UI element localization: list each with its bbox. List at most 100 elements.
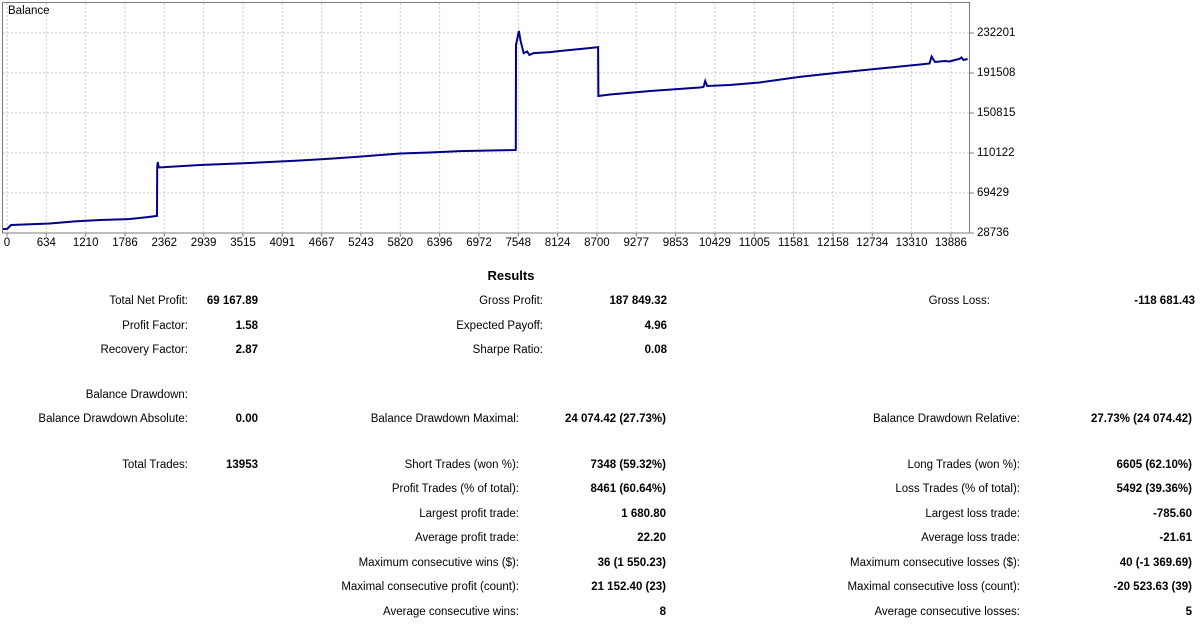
stat-row: Total Trades: 13953 Short Trades (won %): 7… xyxy=(0,453,1204,478)
stat-label: Profit Trades (% of total): xyxy=(391,483,519,496)
stat-row: Average profit trade: 22.20 Average loss t… xyxy=(0,526,1204,551)
stat-label: Balance Drawdown Maximal: xyxy=(370,413,519,426)
x-tick-label: 11005 xyxy=(738,237,770,249)
stat-value: 24 074.42 (27.73%) xyxy=(564,413,666,426)
y-tick-label: 69429 xyxy=(977,186,1009,199)
stat-row: Total Net Profit: 69 167.89 Gross Profit: 1… xyxy=(0,289,1204,314)
balance-chart: Balance 232201 191508 150815 110122 69429 287… xyxy=(0,0,1204,254)
stat-value: 69 167.89 xyxy=(206,295,258,308)
x-tick-label: 8124 xyxy=(544,237,571,249)
stat-value: -21.61 xyxy=(1159,532,1192,545)
row-gap xyxy=(0,363,1204,383)
stat-value: 13953 xyxy=(226,458,258,471)
stat-label: Largest profit trade: xyxy=(419,507,519,520)
stat-value: -118 681.43 xyxy=(1134,295,1195,308)
y-tick-label: 191508 xyxy=(977,66,1016,79)
stat-label: Gross Profit: xyxy=(479,295,543,308)
x-tick-label: 9277 xyxy=(623,237,650,249)
stat-label: Maximal consecutive loss (count): xyxy=(847,581,1020,594)
stat-label: Recovery Factor: xyxy=(100,344,188,357)
stat-row: Maximal consecutive profit (count): 21 15… xyxy=(0,575,1204,600)
x-tick-label: 13310 xyxy=(895,237,928,249)
stat-value: 2.87 xyxy=(235,344,258,357)
stat-value: 4.96 xyxy=(644,319,667,332)
y-tick-label: 110122 xyxy=(977,146,1015,159)
stat-row: Balance Drawdown: xyxy=(0,383,1204,408)
balance-chart-plot[interactable] xyxy=(0,0,1204,254)
stat-label: Largest loss trade: xyxy=(925,507,1020,520)
stat-row: Recovery Factor: 2.87 Sharpe Ratio: 0.08 xyxy=(0,338,1204,363)
x-tick-label: 1210 xyxy=(72,237,99,249)
stat-label: Balance Drawdown Relative: xyxy=(872,413,1020,426)
stat-label: Sharpe Ratio: xyxy=(472,344,543,357)
x-tick-label: 8700 xyxy=(584,237,610,249)
stat-value: 1.58 xyxy=(235,319,258,332)
stat-value: 187 849.32 xyxy=(609,295,667,308)
stat-row: Balance Drawdown Absolute: 0.00 Balance Dr… xyxy=(0,407,1204,432)
x-tick-label: 4667 xyxy=(308,237,335,249)
y-tick-label: 28736 xyxy=(977,226,1009,239)
stat-value: 7348 (59.32%) xyxy=(590,458,666,471)
stat-row: Largest profit trade: 1 680.80 Largest los… xyxy=(0,502,1204,527)
stat-value: 22.20 xyxy=(637,532,666,545)
stat-label: Average consecutive losses: xyxy=(874,605,1020,618)
stat-row: Maximum consecutive wins ($): 36 (1 550.2… xyxy=(0,551,1204,576)
stat-value: 36 (1 550.23) xyxy=(597,556,666,569)
balance-line xyxy=(3,30,968,230)
stat-label: Long Trades (won %): xyxy=(907,458,1020,471)
x-tick-label: 9853 xyxy=(662,237,689,249)
x-tick-label: 4091 xyxy=(269,237,296,249)
stat-label: Balance Drawdown Absolute: xyxy=(38,413,188,426)
stat-value: 5492 (39.36%) xyxy=(1116,483,1192,496)
x-tick-label: 2362 xyxy=(151,237,178,249)
stat-label: Maximal consecutive profit (count): xyxy=(341,581,519,594)
x-tick-label: 5820 xyxy=(387,237,414,249)
stat-label: Loss Trades (% of total): xyxy=(895,483,1020,496)
stat-label: Total Net Profit: xyxy=(109,295,188,308)
stat-label: Gross Loss: xyxy=(928,295,990,308)
stat-label: Short Trades (won %): xyxy=(404,458,519,471)
stat-value: 21 152.40 (23) xyxy=(591,581,666,594)
x-tick-label: 11581 xyxy=(778,237,810,249)
stat-label: Average loss trade: xyxy=(921,532,1020,545)
x-tick-label: 2939 xyxy=(190,237,217,249)
stat-label: Total Trades: xyxy=(122,458,188,471)
results-title: Results xyxy=(487,268,535,283)
stat-value: 0.08 xyxy=(644,344,667,357)
x-tick-label: 10429 xyxy=(698,237,731,249)
plot-border xyxy=(2,2,970,234)
stat-row: Average consecutive wins: 8 Average consec… xyxy=(0,600,1204,625)
stat-label: Profit Factor: xyxy=(122,319,188,332)
stat-label: Expected Payoff: xyxy=(456,319,543,332)
x-tick-label: 7548 xyxy=(505,237,532,249)
stat-label: Maximum consecutive wins ($): xyxy=(358,556,519,569)
x-tick-label: 5243 xyxy=(348,237,374,249)
y-tick-label: 150815 xyxy=(977,106,1016,119)
stat-value: 40 (-1 369.69) xyxy=(1119,556,1192,569)
x-tick-label: 12158 xyxy=(816,237,849,249)
stat-label: Balance Drawdown: xyxy=(85,388,188,401)
x-tick-label: 634 xyxy=(36,237,56,249)
x-tick-label: 6972 xyxy=(466,237,492,249)
stat-value: -20 523.63 (39) xyxy=(1113,581,1192,594)
results-table: Total Net Profit: 69 167.89 Gross Profit: 1… xyxy=(0,289,1204,624)
x-tick-label: 0 xyxy=(3,237,11,249)
stat-row: Profit Trades (% of total): 8461 (60.64%)… xyxy=(0,477,1204,502)
stat-label: Average consecutive wins: xyxy=(383,605,519,618)
chart-title: Balance xyxy=(8,5,50,17)
stat-value: 1 680.80 xyxy=(621,507,666,520)
y-tick-label: 232201 xyxy=(977,26,1016,39)
stat-value: 8461 (60.64%) xyxy=(590,483,666,496)
stat-value: -785.60 xyxy=(1152,507,1192,520)
stat-value: 6605 (62.10%) xyxy=(1116,458,1192,471)
results-section: Results Total Net Profit: 69 167.89 Gross … xyxy=(0,268,1204,624)
stat-row: Profit Factor: 1.58 Expected Payoff: 4.96 xyxy=(0,314,1204,339)
stat-value: 8 xyxy=(659,605,666,618)
stat-label: Maximum consecutive losses ($): xyxy=(850,556,1020,569)
stat-value: 5 xyxy=(1185,605,1192,618)
x-tick-label: 3515 xyxy=(230,237,256,249)
stat-value: 0.00 xyxy=(235,413,258,426)
x-tick-label: 13886 xyxy=(934,237,967,249)
x-tick-label: 1786 xyxy=(112,237,138,249)
